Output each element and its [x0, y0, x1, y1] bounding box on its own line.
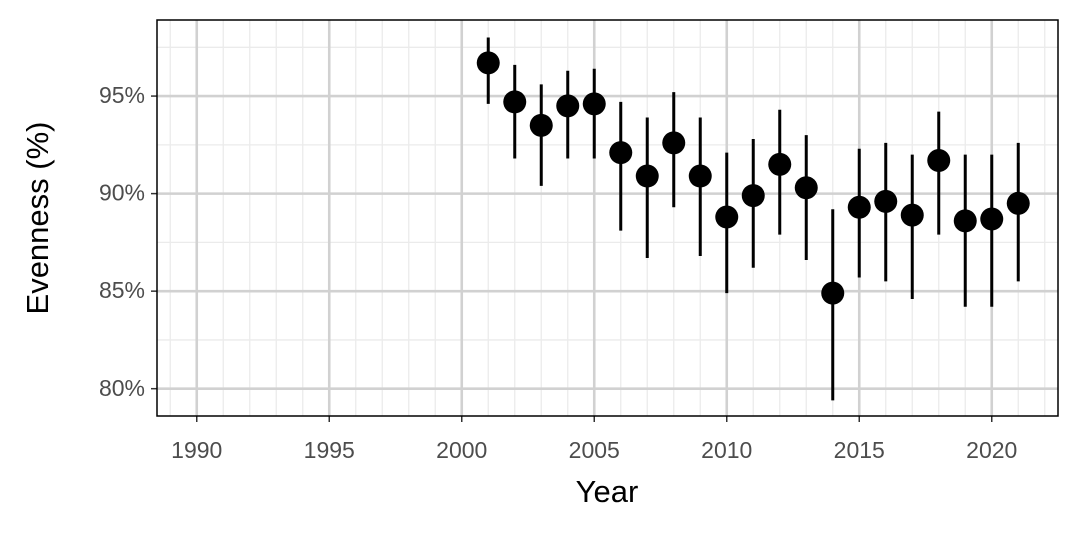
point [1006, 191, 1030, 215]
point [662, 131, 686, 155]
y-tick-label: 95% [99, 82, 145, 108]
point [635, 164, 659, 188]
y-tick-label: 90% [99, 180, 145, 206]
point [768, 152, 792, 176]
point [900, 203, 924, 227]
point [927, 148, 951, 172]
point [741, 184, 765, 208]
y-tick-label: 85% [99, 277, 145, 303]
point [715, 205, 739, 229]
point [980, 207, 1004, 231]
point [582, 92, 606, 116]
point [874, 189, 898, 213]
point [556, 94, 580, 118]
point [847, 195, 871, 219]
x-tick-label: 2015 [834, 437, 885, 463]
point [953, 209, 977, 233]
point [476, 51, 500, 75]
point [794, 176, 818, 200]
x-tick-label: 1990 [171, 437, 222, 463]
point [529, 113, 553, 137]
x-tick-label: 2000 [436, 437, 487, 463]
y-axis-title: Evenness (%) [20, 122, 55, 315]
y-tick-label: 80% [99, 375, 145, 401]
point [821, 281, 845, 305]
point [503, 90, 527, 114]
point [688, 164, 712, 188]
x-tick-label: 2005 [569, 437, 620, 463]
x-tick-label: 2010 [701, 437, 752, 463]
panel-border [156, 19, 1059, 417]
point [609, 141, 633, 165]
x-tick-label: 2020 [966, 437, 1017, 463]
x-tick-label: 1995 [304, 437, 355, 463]
x-axis-title: Year [576, 474, 639, 509]
